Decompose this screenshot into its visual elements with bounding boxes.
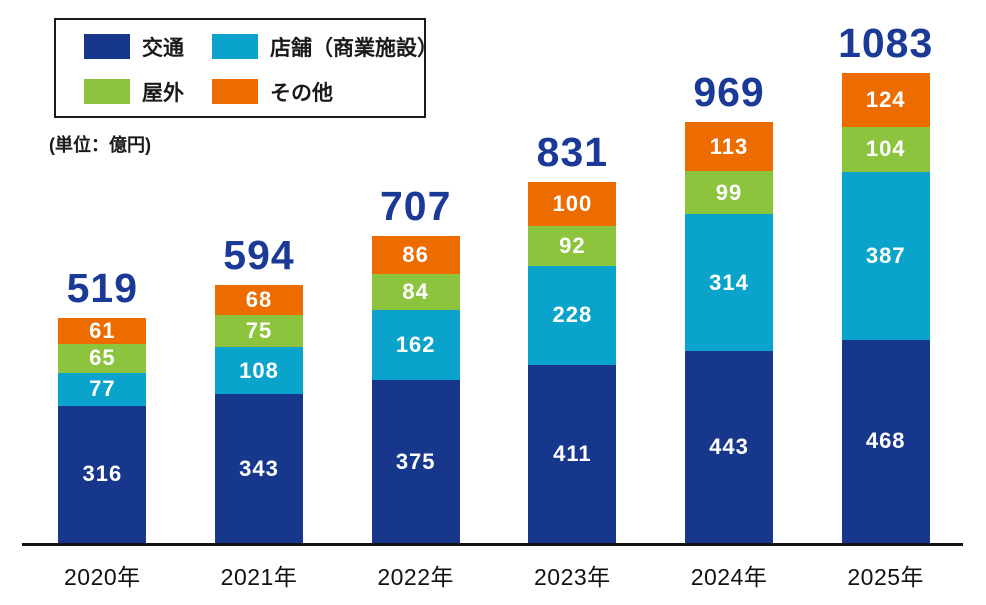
bar-stack: 68 75 108 343 (215, 285, 303, 543)
bar-segment-traffic: 316 (58, 405, 147, 543)
bar-segment-value: 162 (395, 332, 436, 358)
bar-segment-value: 314 (709, 269, 749, 295)
bar-group-2023年: 831 100 92 228 411 (494, 132, 651, 543)
legend-swatch-traffic (84, 34, 130, 59)
bar-segment-value: 86 (402, 241, 429, 267)
bar-segment-store: 228 (528, 265, 617, 365)
unit-label: (単位：億円) (49, 135, 151, 155)
x-labels: 2020年 2021年 2022年 2023年 2024年 2025年 (24, 558, 964, 592)
bar-segment-outdoor: 75 (215, 314, 303, 348)
bar-segment-value: 104 (865, 136, 906, 162)
legend-item-outdoor: 屋外 (84, 77, 212, 107)
bar-segment-value: 92 (559, 232, 586, 258)
bar-segment-value: 68 (245, 286, 273, 312)
bar-segment-store: 162 (371, 310, 460, 381)
bar-stack: 124 104 387 468 (841, 73, 930, 543)
legend-swatch-store (212, 34, 258, 59)
bar-group-2025年: 1083 124 104 387 468 (807, 23, 964, 543)
bar-segment-outdoor: 65 (58, 344, 147, 373)
bar-segment-outdoor: 104 (841, 126, 930, 172)
legend-label-store: 店舗（商業施設） (270, 36, 438, 60)
bar-total-label: 831 (536, 129, 609, 176)
bar-total-label: 1083 (838, 20, 934, 67)
bar-total-label: 519 (66, 264, 139, 311)
bar-total-label: 969 (693, 69, 765, 116)
bar-segment-store: 314 (685, 214, 774, 351)
bar-segment-value: 468 (865, 428, 906, 454)
bar-segment-value: 343 (239, 455, 279, 481)
bar-segment-value: 108 (239, 357, 279, 383)
bar-segment-traffic: 443 (685, 350, 774, 543)
bar-stack: 100 92 228 411 (528, 182, 617, 543)
bar-segment-value: 375 (395, 448, 436, 474)
bar-segment-other: 86 (371, 236, 460, 274)
bar-group-2020年: 519 61 65 77 316 (24, 264, 181, 543)
bar-segment-value: 443 (709, 433, 749, 459)
legend-label-outdoor: 屋外 (142, 81, 184, 105)
legend-item-store: 店舗（商業施設） (212, 32, 438, 62)
bar-segment-value: 75 (245, 317, 273, 343)
bar-stack: 113 99 314 443 (685, 122, 774, 543)
bar-segment-value: 77 (89, 376, 116, 402)
bar-segment-value: 387 (865, 242, 906, 268)
bar-segment-other: 68 (215, 285, 303, 315)
bar-segment-value: 113 (709, 133, 749, 159)
bar-segment-value: 65 (89, 345, 116, 371)
legend-item-traffic: 交通 (84, 32, 212, 62)
bar-segment-value: 100 (552, 191, 593, 217)
legend-swatch-outdoor (84, 79, 130, 104)
bar-group-2024年: 969 113 99 314 443 (651, 72, 808, 543)
bar-segment-value: 124 (865, 86, 906, 112)
bar-segment-store: 108 (215, 347, 303, 395)
bar-group-2021年: 594 68 75 108 343 (181, 235, 338, 543)
x-axis-line (22, 543, 963, 546)
x-axis-label: 2021年 (220, 564, 298, 590)
x-axis-label: 2024年 (690, 564, 768, 590)
bar-segment-traffic: 343 (215, 394, 303, 543)
legend-label-traffic: 交通 (142, 36, 184, 60)
bar-segment-value: 84 (402, 278, 429, 304)
bar-segment-value: 316 (82, 461, 123, 487)
x-axis-label: 2025年 (847, 564, 925, 590)
bar-segment-outdoor: 84 (371, 273, 460, 311)
bar-segment-other: 124 (841, 73, 930, 127)
bar-segment-traffic: 375 (371, 380, 460, 543)
x-axis-label: 2023年 (534, 564, 611, 590)
bar-segment-outdoor: 92 (528, 225, 617, 266)
bar-segment-other: 113 (685, 122, 774, 172)
bar-stack: 61 65 77 316 (58, 317, 147, 543)
legend: 交通 店舗（商業施設） 屋外 その他 (54, 18, 438, 118)
bar-segment-other: 61 (58, 317, 147, 345)
legend-item-other: その他 (212, 77, 438, 107)
bars: 519 61 65 77 316 594 68 75 108 343 707 86 84 162 375 83… (24, 23, 964, 543)
bar-segment-traffic: 468 (841, 339, 930, 543)
legend-swatch-other (212, 79, 258, 104)
bar-total-label: 594 (223, 232, 295, 279)
bar-segment-store: 387 (841, 171, 930, 340)
bar-group-2022年: 707 86 84 162 375 (337, 186, 494, 543)
bar-stack: 86 84 162 375 (371, 236, 460, 543)
bar-segment-value: 61 (89, 318, 116, 344)
x-axis-label: 2022年 (377, 564, 455, 590)
x-axis-label: 2020年 (64, 564, 141, 590)
bar-segment-other: 100 (528, 182, 617, 226)
bar-segment-store: 77 (58, 372, 147, 406)
bar-total-label: 707 (379, 183, 452, 230)
bar-segment-value: 411 (553, 440, 592, 466)
legend-label-other: その他 (270, 81, 333, 105)
bar-segment-outdoor: 99 (685, 171, 774, 215)
bar-segment-traffic: 411 (528, 364, 617, 543)
bar-segment-value: 228 (552, 302, 593, 328)
bar-segment-value: 99 (715, 179, 743, 205)
